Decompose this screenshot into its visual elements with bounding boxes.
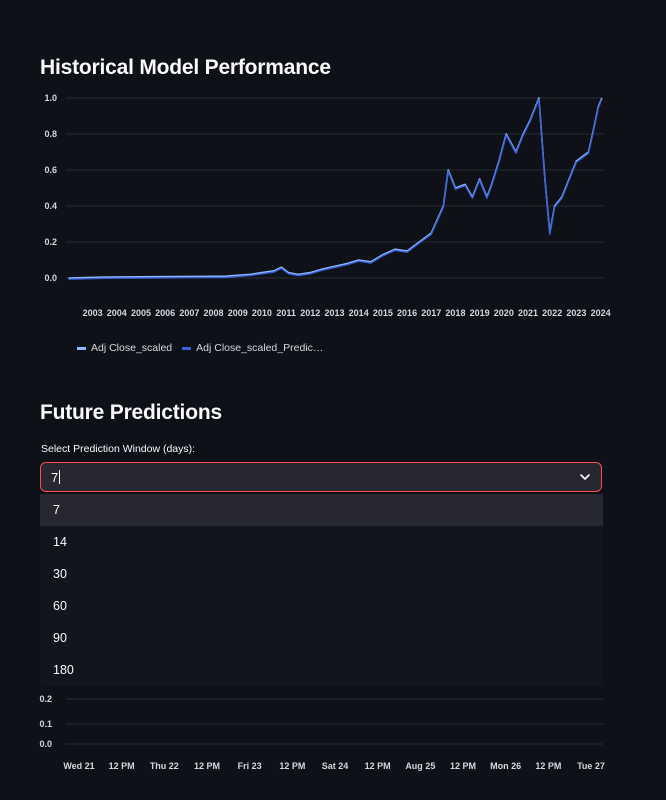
series-line-actual — [68, 97, 603, 279]
option-60[interactable]: 60 — [53, 599, 67, 613]
x-tick-label: Fri 23 — [238, 761, 262, 771]
future-predictions-chart: 0.0 0.1 0.2 Wed 21 12 PM Thu 22 12 PM Fri 23 12 … — [39, 694, 605, 771]
legend-label-predicted: Adj Close_scaled_Predic… — [196, 342, 324, 354]
x-tick-label: 2007 — [179, 308, 199, 318]
x-tick-label: 2011 — [276, 308, 296, 318]
x-tick-label: 2003 — [83, 308, 103, 318]
option-14[interactable]: 14 — [53, 535, 67, 549]
x-tick-label: 2006 — [155, 308, 175, 318]
legend-swatch-predicted — [182, 346, 192, 350]
x-tick-label: 2009 — [228, 308, 248, 318]
legend-item-predicted[interactable]: Adj Close_scaled_Predic… — [182, 342, 323, 354]
y-tick-label: 0.2 — [44, 237, 57, 247]
chart-legend: Adj Close_scaled Adj Close_scaled_Predic… — [77, 342, 323, 354]
option-180[interactable]: 180 — [53, 663, 74, 677]
x-tick-label: 2022 — [542, 308, 562, 318]
x-tick-label: 12 PM — [279, 761, 305, 771]
x-tick-label: 12 PM — [450, 761, 476, 771]
option-30[interactable]: 30 — [53, 567, 67, 581]
chevron-down-icon[interactable] — [579, 472, 591, 482]
x-tick-label: 2021 — [518, 308, 538, 318]
x-tick-label: 12 PM — [109, 761, 135, 771]
y-tick-label: 0.4 — [44, 201, 57, 211]
x-tick-label: 12 PM — [194, 761, 220, 771]
prediction-window-label: Select Prediction Window (days): — [41, 443, 196, 455]
x-tick-label: Mon 26 — [490, 761, 521, 771]
legend-swatch-actual — [77, 346, 86, 350]
y-tick-label: 0.2 — [39, 694, 52, 704]
prediction-window-value[interactable]: 7 — [51, 470, 61, 485]
option-7[interactable]: 7 — [40, 494, 603, 526]
x-tick-label: 2010 — [252, 308, 272, 318]
y-tick-label: 1.0 — [44, 93, 57, 103]
x-tick-label: 2016 — [397, 308, 417, 318]
x-tick-label: 2015 — [373, 308, 393, 318]
x-tick-label: 2004 — [107, 308, 127, 318]
x-tick-label: 2014 — [349, 308, 369, 318]
x-tick-label: 2024 — [591, 308, 611, 318]
y-tick-label: 0.0 — [44, 273, 57, 283]
x-tick-label: Aug 25 — [405, 761, 435, 771]
x-tick-label: 2023 — [566, 308, 586, 318]
x-tick-label: 2020 — [494, 308, 514, 318]
historical-line-chart: 0.0 0.2 0.4 0.6 0.8 1.0 2003 2004 2005 2006 2007 20… — [44, 93, 611, 318]
x-tick-label: 2013 — [324, 308, 344, 318]
legend-label-actual: Adj Close_scaled — [91, 342, 173, 354]
x-tick-label: Thu 22 — [150, 761, 179, 771]
x-tick-label: 12 PM — [535, 761, 561, 771]
x-tick-label: Wed 21 — [63, 761, 94, 771]
x-tick-label: 2005 — [131, 308, 151, 318]
option-90[interactable]: 90 — [53, 631, 67, 645]
x-tick-label: 2017 — [421, 308, 441, 318]
x-tick-label: 2012 — [300, 308, 320, 318]
x-tick-label: 2008 — [204, 308, 224, 318]
y-tick-label: 0.6 — [44, 165, 57, 175]
legend-item-actual[interactable]: Adj Close_scaled — [77, 342, 172, 354]
prediction-window-select[interactable]: 7 — [40, 462, 602, 492]
x-tick-label: Sat 24 — [322, 761, 349, 771]
future-predictions-title: Future Predictions — [40, 401, 222, 424]
x-tick-label: 12 PM — [365, 761, 391, 771]
y-tick-label: 0.0 — [39, 739, 52, 749]
text-cursor — [59, 470, 61, 484]
x-tick-label: 2018 — [445, 308, 465, 318]
historical-performance-title: Historical Model Performance — [40, 56, 331, 79]
y-tick-label: 0.8 — [44, 129, 57, 139]
x-tick-label: 2019 — [470, 308, 490, 318]
series-line-predicted — [68, 98, 603, 280]
prediction-window-dropdown: 7 14 30 60 90 180 — [40, 494, 603, 686]
y-tick-label: 0.1 — [39, 719, 52, 729]
x-tick-label: Tue 27 — [577, 761, 605, 771]
